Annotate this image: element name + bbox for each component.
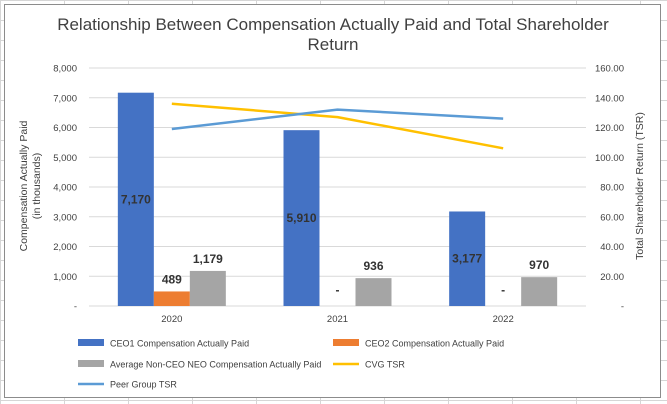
y2-tick-label: 40.00 bbox=[600, 242, 624, 253]
bar bbox=[521, 277, 558, 306]
y2-tick-label: 20.00 bbox=[600, 272, 624, 283]
bar-data-label: 936 bbox=[363, 259, 383, 273]
y-tick-label: 6,000 bbox=[53, 123, 77, 134]
y-tick-label: 3,000 bbox=[53, 212, 77, 223]
y-axis-title-line-1: Compensation Actually Paid bbox=[18, 120, 30, 251]
y2-tick-label: 160.00 bbox=[595, 64, 624, 75]
legend: CEO1 Compensation Actually Paid CEO2 Comp… bbox=[78, 339, 504, 390]
y-tick-label: 7,000 bbox=[53, 93, 77, 104]
bar bbox=[117, 92, 154, 306]
bar-data-label: 3,177 bbox=[452, 252, 482, 266]
legend-label: CEO1 Compensation Actually Paid bbox=[110, 339, 249, 349]
legend-label: Average Non-CEO NEO Compensation Actuall… bbox=[110, 360, 321, 370]
bar-data-label: 489 bbox=[162, 272, 182, 286]
y-axis-ticks: - 1,000 2,000 3,000 4,000 5,000 6,000 7,000 8,00… bbox=[53, 64, 77, 313]
bar bbox=[153, 291, 190, 306]
x-tick-label: 2020 bbox=[161, 314, 182, 325]
y-tick-label: 1,000 bbox=[53, 272, 77, 283]
y2-axis-title: Total Shareholder Return (TSR) bbox=[634, 112, 646, 260]
data-labels: 7,170 5,910 3,177 489 - - 1,179 936 970 bbox=[121, 192, 550, 297]
x-axis-ticks: 2020 2021 2022 bbox=[161, 314, 513, 325]
bar bbox=[355, 278, 392, 306]
bar bbox=[449, 211, 486, 306]
bar-data-label: 5,910 bbox=[286, 211, 316, 225]
bar-data-label: 7,170 bbox=[121, 192, 151, 206]
chart-title-line-1: Relationship Between Compensation Actual… bbox=[57, 15, 609, 34]
legend-label: CEO2 Compensation Actually Paid bbox=[365, 339, 504, 349]
line-series bbox=[171, 102, 504, 150]
bar bbox=[189, 270, 226, 306]
y2-tick-label: 140.00 bbox=[595, 93, 624, 104]
y-tick-label: 4,000 bbox=[53, 183, 77, 194]
bar-data-label: 970 bbox=[529, 258, 549, 272]
y-tick-label: 5,000 bbox=[53, 153, 77, 164]
gridlines bbox=[89, 67, 586, 307]
x-tick-label: 2022 bbox=[493, 314, 514, 325]
y-tick-label: 8,000 bbox=[53, 64, 77, 75]
legend-swatch bbox=[78, 360, 104, 367]
y2-axis-ticks: - 20.00 40.00 60.00 80.00 100.00 120.00 140.00 1… bbox=[595, 64, 624, 313]
y-tick-label: 2,000 bbox=[53, 242, 77, 253]
legend-label: Peer Group TSR bbox=[110, 380, 177, 390]
bar-series bbox=[117, 92, 558, 306]
y2-tick-label: 120.00 bbox=[595, 123, 624, 134]
bar-data-label: 1,179 bbox=[193, 252, 223, 266]
chart-title-line-2: Return bbox=[307, 35, 358, 54]
x-tick-label: 2021 bbox=[327, 314, 348, 325]
y2-tick-label: 60.00 bbox=[600, 212, 624, 223]
bar bbox=[283, 130, 320, 306]
y-tick-label: - bbox=[74, 302, 77, 313]
y2-tick-label: 100.00 bbox=[595, 153, 624, 164]
line-series bbox=[171, 102, 504, 150]
bar-data-label: - bbox=[501, 283, 505, 297]
legend-swatch bbox=[78, 339, 104, 346]
y-axis-title-line-2: (in thousands) bbox=[31, 153, 43, 220]
bar-data-label: - bbox=[336, 283, 340, 297]
chart-frame bbox=[4, 4, 661, 398]
y2-tick-label: - bbox=[621, 302, 624, 313]
line-series bbox=[171, 108, 504, 131]
y2-tick-label: 80.00 bbox=[600, 183, 624, 194]
legend-swatch bbox=[333, 339, 359, 346]
legend-label: CVG TSR bbox=[365, 360, 405, 370]
